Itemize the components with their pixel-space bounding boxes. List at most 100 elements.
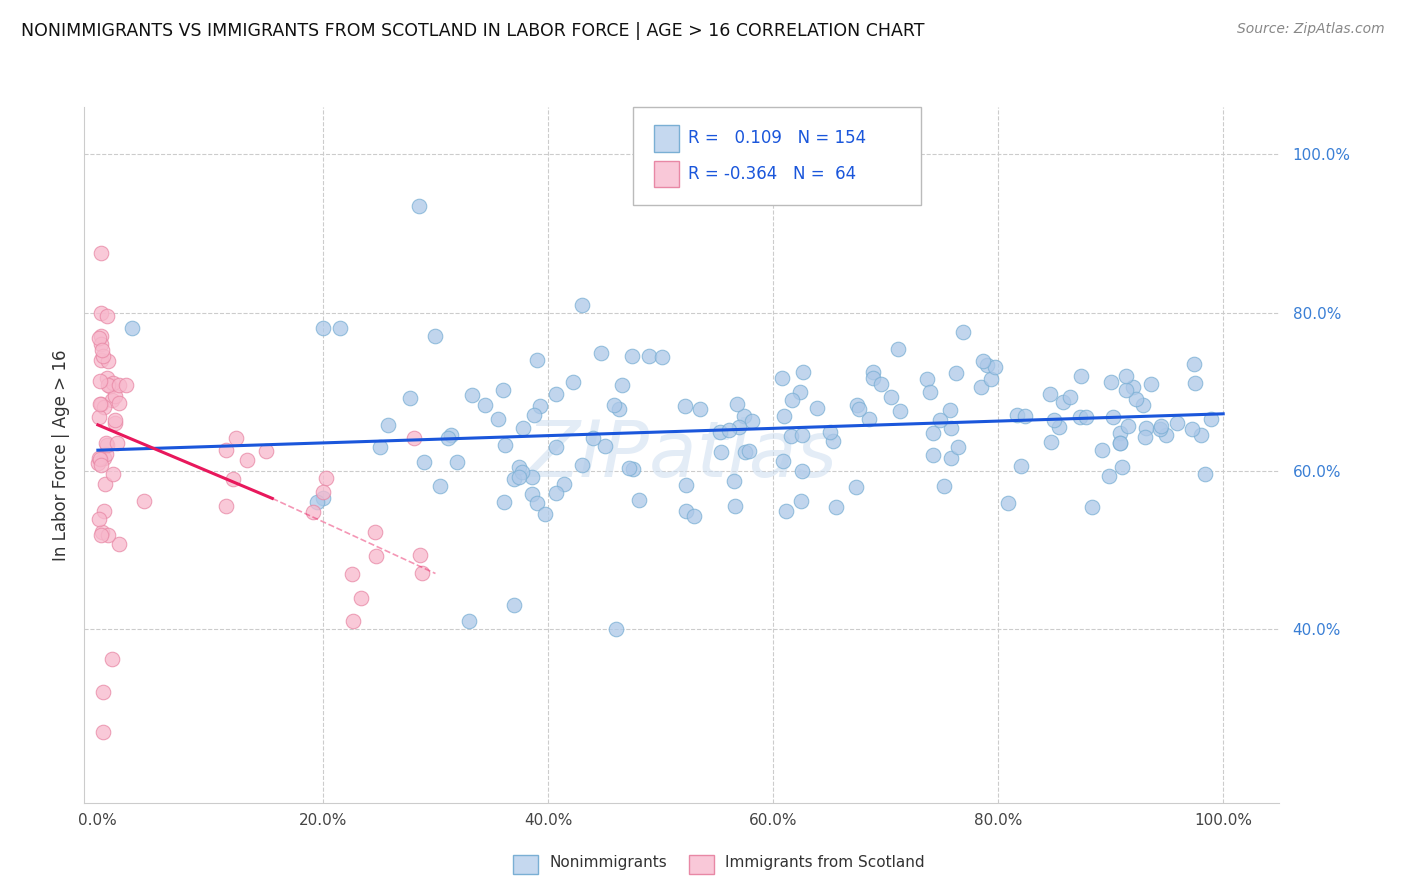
Point <box>571 458 593 473</box>
Point <box>845 398 868 412</box>
Point <box>91 349 114 363</box>
Point <box>1189 428 1212 442</box>
Point <box>425 329 447 343</box>
Point <box>932 478 955 492</box>
Point <box>1150 418 1173 433</box>
Point <box>790 464 813 478</box>
Point <box>315 471 337 485</box>
Point <box>214 499 236 513</box>
Point <box>510 465 533 479</box>
Point <box>941 450 963 465</box>
Point <box>725 397 748 411</box>
Point <box>107 378 129 392</box>
Point <box>101 652 124 666</box>
Text: Nonimmigrants: Nonimmigrants <box>550 855 668 870</box>
Point <box>90 246 112 260</box>
Point <box>132 494 155 508</box>
Point <box>526 496 548 510</box>
Point <box>918 385 941 400</box>
Point <box>946 440 969 454</box>
Point <box>1069 409 1091 424</box>
Point <box>673 399 696 413</box>
Point <box>1070 368 1092 383</box>
Point <box>605 622 627 636</box>
Point <box>682 508 704 523</box>
Point <box>94 435 117 450</box>
Point <box>845 480 868 494</box>
Point <box>1135 420 1157 434</box>
Point <box>1109 436 1132 450</box>
Point <box>399 392 422 406</box>
Point <box>770 371 793 385</box>
Point <box>458 614 481 628</box>
Point <box>553 476 575 491</box>
Point <box>717 423 740 437</box>
Point <box>108 537 131 551</box>
Point <box>627 493 650 508</box>
Point <box>87 512 110 526</box>
Point <box>1184 376 1206 390</box>
Point <box>97 528 120 542</box>
Point <box>582 431 605 445</box>
Point <box>546 486 568 500</box>
Point <box>823 434 845 449</box>
Point <box>724 500 747 514</box>
Point <box>534 507 557 521</box>
Point <box>101 376 124 390</box>
Point <box>858 412 880 426</box>
Point <box>90 337 112 351</box>
Point <box>98 379 121 393</box>
Point <box>789 385 811 400</box>
Point <box>235 453 257 467</box>
Point <box>789 493 811 508</box>
Point <box>101 392 124 407</box>
Point <box>312 491 335 506</box>
Point <box>820 425 842 440</box>
Point <box>1166 417 1188 431</box>
Point <box>96 447 118 461</box>
Point <box>96 370 118 384</box>
Point <box>312 485 335 500</box>
Point <box>1010 458 1032 473</box>
Point <box>984 359 1007 374</box>
Point <box>741 414 763 428</box>
Point <box>939 402 962 417</box>
Point <box>972 354 994 368</box>
Point <box>792 365 814 379</box>
Point <box>93 401 115 415</box>
Point <box>363 524 385 539</box>
Point <box>1111 459 1133 474</box>
Text: NONIMMIGRANTS VS IMMIGRANTS FROM SCOTLAND IN LABOR FORCE | AGE > 16 CORRELATION : NONIMMIGRANTS VS IMMIGRANTS FROM SCOTLAN… <box>21 22 925 40</box>
Point <box>1098 469 1121 483</box>
Y-axis label: In Labor Force | Age > 16: In Labor Force | Age > 16 <box>52 349 70 561</box>
Point <box>503 472 526 486</box>
Point <box>1014 409 1036 423</box>
Point <box>91 525 114 540</box>
Point <box>728 419 751 434</box>
Point <box>621 349 644 363</box>
Point <box>619 461 641 475</box>
Point <box>738 444 761 458</box>
Point <box>1059 390 1081 404</box>
Text: Immigrants from Scotland: Immigrants from Scotland <box>725 855 925 870</box>
Point <box>915 372 938 386</box>
Point <box>105 435 128 450</box>
Point <box>121 321 143 335</box>
Point <box>115 378 138 392</box>
Point <box>302 505 325 519</box>
Point <box>1039 386 1062 401</box>
Point <box>1122 380 1144 394</box>
Point <box>870 377 893 392</box>
Point <box>591 346 613 360</box>
Point <box>886 342 908 356</box>
Point <box>440 428 463 442</box>
Point <box>1005 409 1028 423</box>
Point <box>1118 419 1140 434</box>
Point <box>1115 383 1137 397</box>
Point <box>952 326 974 340</box>
Point <box>1081 500 1104 515</box>
Point <box>1109 435 1132 450</box>
Text: Source: ZipAtlas.com: Source: ZipAtlas.com <box>1237 22 1385 37</box>
Point <box>593 439 616 453</box>
Point <box>780 429 803 443</box>
